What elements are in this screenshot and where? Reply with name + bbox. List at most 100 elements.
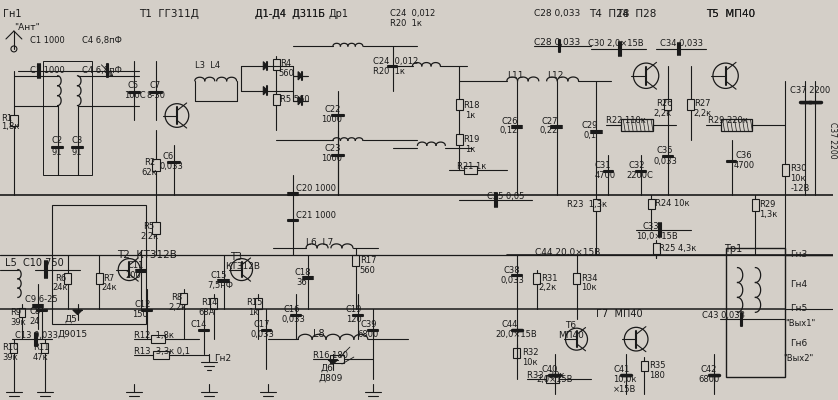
Bar: [65, 273, 71, 284]
Text: 2,2к: 2,2к: [168, 303, 186, 312]
Text: C29: C29: [582, 122, 597, 130]
Text: C41: C41: [613, 365, 629, 374]
Text: R4: R4: [280, 59, 292, 68]
Text: Гн3: Гн3: [790, 250, 808, 259]
Text: 1к: 1к: [249, 308, 259, 317]
Text: 1,3к: 1,3к: [759, 210, 778, 219]
Bar: [463, 166, 477, 174]
Text: R23  1,3к: R23 1,3к: [566, 200, 607, 209]
Bar: [52, 205, 146, 324]
Text: R27: R27: [694, 99, 711, 108]
Text: 62к: 62к: [141, 168, 157, 177]
Bar: [210, 298, 217, 309]
Text: 180: 180: [649, 371, 665, 380]
Text: 2,2к: 2,2к: [653, 108, 671, 118]
Text: Д5: Д5: [65, 314, 77, 323]
Text: 10,0к: 10,0к: [613, 375, 637, 384]
Text: R12  1,8к: R12 1,8к: [134, 331, 174, 340]
Bar: [43, 61, 92, 175]
Text: R20  1к: R20 1к: [373, 67, 405, 76]
Text: Тр1: Тр1: [724, 244, 742, 254]
Text: 2200С: 2200С: [626, 171, 653, 180]
Bar: [640, 361, 648, 371]
Text: C8: C8: [30, 307, 41, 316]
Text: C1 1000: C1 1000: [30, 66, 65, 75]
Text: C33: C33: [642, 222, 659, 231]
Text: R21 1к: R21 1к: [458, 162, 487, 171]
Text: КТ312В: КТ312В: [225, 262, 260, 271]
Text: R29: R29: [759, 200, 776, 209]
Text: 560: 560: [360, 266, 375, 275]
Text: C36: C36: [736, 151, 753, 160]
Bar: [752, 199, 759, 211]
Text: C25 0,05: C25 0,05: [487, 192, 525, 201]
Text: 2,2к: 2,2к: [539, 284, 557, 292]
Text: R15: R15: [246, 298, 263, 308]
Text: R17: R17: [360, 256, 376, 265]
Text: C38: C38: [504, 266, 520, 275]
Bar: [255, 298, 262, 309]
Text: C24  0,012: C24 0,012: [390, 9, 435, 18]
Text: L3  L4: L3 L4: [194, 61, 220, 70]
Text: 20,0×15В: 20,0×15В: [495, 330, 537, 339]
Polygon shape: [73, 310, 82, 315]
Text: 120: 120: [346, 315, 362, 324]
Text: C11: C11: [127, 261, 143, 270]
Text: 0,033: 0,033: [159, 162, 183, 171]
Bar: [687, 99, 695, 110]
Text: R33  30к: R33 30к: [527, 371, 565, 380]
Text: C30 2,0×15В: C30 2,0×15В: [588, 39, 644, 48]
Text: C22: C22: [324, 104, 340, 114]
Text: 4700: 4700: [594, 171, 616, 180]
Text: R9: R9: [10, 308, 21, 317]
Bar: [10, 114, 18, 126]
Bar: [648, 199, 654, 209]
Text: 39к: 39к: [10, 318, 26, 327]
Text: R5 560: R5 560: [280, 95, 310, 104]
Bar: [352, 255, 360, 266]
Polygon shape: [298, 96, 303, 105]
Text: 24к: 24к: [53, 284, 69, 292]
Bar: [96, 273, 103, 284]
Text: 6800: 6800: [699, 375, 720, 384]
Text: C37 2200: C37 2200: [790, 86, 830, 95]
Bar: [152, 159, 160, 171]
Text: C27: C27: [541, 116, 558, 126]
Text: C15: C15: [210, 270, 227, 280]
Text: R2: R2: [144, 158, 155, 167]
Text: 1к: 1к: [465, 145, 475, 154]
Text: R24 10к: R24 10к: [655, 199, 690, 208]
Bar: [533, 273, 541, 284]
Text: R5: R5: [143, 222, 154, 231]
Text: 1к: 1к: [465, 110, 475, 120]
Text: C23: C23: [324, 144, 340, 153]
Text: C37 2200: C37 2200: [828, 122, 837, 159]
Text: R26: R26: [656, 99, 673, 108]
Text: C16: C16: [283, 305, 300, 314]
Text: 24: 24: [30, 317, 40, 326]
Bar: [273, 94, 280, 105]
Text: R20  1к: R20 1к: [390, 19, 422, 28]
Text: 0,22: 0,22: [540, 126, 558, 136]
Bar: [456, 134, 463, 145]
Text: Т2  КТ312В: Т2 КТ312В: [117, 250, 177, 260]
Text: C34 0,033: C34 0,033: [660, 39, 703, 48]
Text: 1,8к: 1,8к: [1, 122, 19, 132]
Text: Д6: Д6: [320, 364, 333, 373]
Text: C40: C40: [541, 365, 558, 374]
Text: 91: 91: [52, 148, 62, 157]
Bar: [653, 243, 660, 254]
Text: 10к: 10к: [582, 284, 597, 292]
Bar: [273, 60, 280, 70]
Text: 7,5нФ: 7,5нФ: [208, 280, 234, 290]
Text: 6800: 6800: [358, 330, 379, 339]
Text: 0,033: 0,033: [653, 157, 677, 166]
Text: C32: C32: [628, 161, 644, 170]
Text: C4 6,8пФ: C4 6,8пФ: [81, 36, 122, 45]
Text: R35: R35: [649, 361, 665, 370]
Text: 24к: 24к: [101, 284, 117, 292]
Text: R25 4,3к: R25 4,3к: [659, 244, 696, 253]
Text: Д809: Д809: [318, 374, 343, 383]
Text: 2,2к: 2,2к: [140, 232, 158, 241]
Text: C3: C3: [71, 136, 83, 145]
